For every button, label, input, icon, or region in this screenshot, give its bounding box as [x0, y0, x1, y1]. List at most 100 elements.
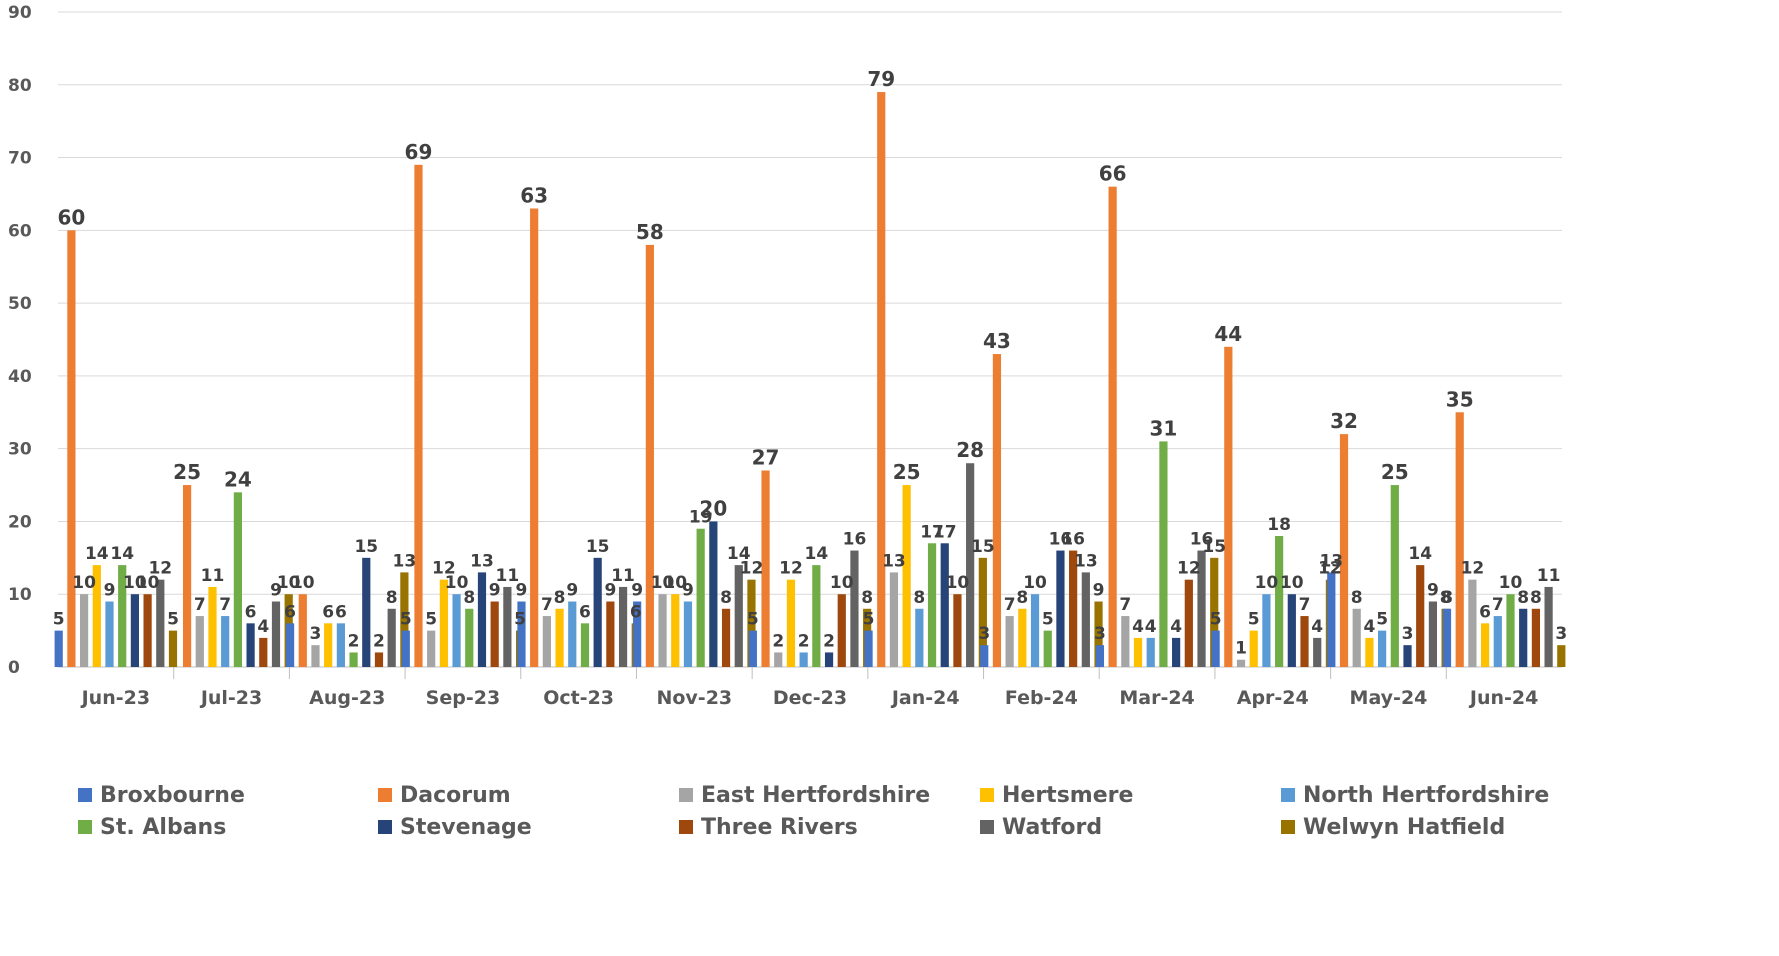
x-tick-label: Feb-24 — [1005, 687, 1078, 709]
bar — [490, 601, 499, 667]
bar — [233, 492, 242, 667]
bar — [1146, 637, 1155, 667]
bar — [980, 645, 989, 667]
bar — [374, 652, 384, 667]
bar — [1095, 645, 1105, 667]
bar — [889, 572, 899, 667]
data-label: 10 — [1255, 573, 1279, 593]
legend-swatch — [1281, 788, 1295, 802]
data-label: 4 — [257, 617, 269, 637]
bar — [1481, 623, 1490, 667]
bar — [1519, 608, 1528, 667]
data-label: 7 — [541, 595, 553, 615]
data-label: 13 — [393, 551, 417, 571]
data-label: 4 — [1170, 617, 1182, 637]
data-label: 3 — [310, 624, 322, 644]
legend-label: Dacorum — [400, 783, 511, 808]
data-label: 16 — [843, 530, 867, 550]
data-label: 6 — [579, 602, 591, 622]
bar — [568, 601, 577, 667]
bar — [1030, 594, 1040, 667]
bar — [1275, 536, 1284, 667]
legend-label: Broxbourne — [100, 783, 245, 808]
data-label: 8 — [1530, 588, 1542, 608]
data-label: 15 — [586, 537, 610, 557]
bar — [1352, 608, 1361, 667]
data-label: 12 — [1177, 559, 1201, 579]
bar — [1428, 601, 1438, 667]
data-label: 10 — [1023, 573, 1047, 593]
legend: Broxbourne Dacorum East Hertfordshire Herts… — [78, 783, 1549, 840]
bar — [927, 543, 937, 667]
data-label: 13 — [1319, 551, 1343, 571]
bar — [311, 645, 320, 667]
bar — [387, 608, 396, 667]
bar — [1043, 630, 1052, 667]
bar — [774, 652, 783, 667]
data-label: 17 — [920, 522, 944, 542]
data-label: 14 — [1408, 544, 1432, 564]
y-axis-ticks: 0 10 20 30 40 50 60 70 80 90 — [8, 3, 32, 678]
data-label: 16 — [1049, 530, 1073, 550]
y-tick-label: 0 — [8, 658, 20, 678]
data-label: 16 — [1190, 530, 1214, 550]
bar — [1365, 637, 1374, 667]
y-tick-label: 10 — [8, 585, 32, 605]
bar — [427, 630, 436, 667]
data-label: 7 — [219, 595, 231, 615]
x-tick-label: Dec-23 — [773, 687, 847, 709]
bar — [580, 623, 590, 667]
bar — [1327, 572, 1336, 667]
x-tick-label: Oct-23 — [543, 687, 614, 709]
y-tick-label: 60 — [8, 221, 32, 241]
data-label: 11 — [201, 566, 225, 586]
bar — [465, 608, 474, 667]
bar — [1018, 608, 1027, 667]
data-label: 13 — [1074, 551, 1098, 571]
legend-label: Three Rivers — [701, 815, 858, 840]
legend-label: Watford — [1002, 815, 1102, 840]
x-tick-label: Jan-24 — [890, 687, 960, 709]
data-label: 10 — [1499, 573, 1523, 593]
data-label: 8 — [913, 588, 925, 608]
data-label: 5 — [747, 610, 759, 630]
bar — [1262, 594, 1271, 667]
data-label: 14 — [85, 544, 109, 564]
data-label: 7 — [194, 595, 206, 615]
data-label: 5 — [863, 610, 875, 630]
data-label: 31 — [1150, 416, 1178, 440]
data-label: 12 — [148, 559, 172, 579]
data-label: 2 — [373, 631, 385, 651]
bar — [747, 579, 756, 667]
bar — [1442, 608, 1452, 667]
data-label: 9 — [1427, 581, 1439, 601]
data-label: 9 — [104, 581, 116, 601]
legend-swatch — [679, 820, 693, 834]
data-label: 44 — [1214, 322, 1242, 346]
bar — [1005, 616, 1014, 667]
bars — [54, 92, 1566, 668]
bar — [1557, 645, 1566, 667]
x-tick-label: Apr-24 — [1237, 687, 1309, 709]
data-label: 3 — [1555, 624, 1567, 644]
y-tick-label: 40 — [8, 367, 32, 387]
bar — [530, 208, 539, 667]
data-label: 2 — [798, 631, 810, 651]
data-label: 14 — [805, 544, 829, 564]
x-axis-categories: Jun-23 Jul-23 Aug-23 Sep-23 Oct-23 Nov-23 Dec-… — [80, 667, 1538, 709]
bar — [439, 579, 448, 667]
data-label: 10 — [445, 573, 469, 593]
bar — [812, 565, 821, 667]
data-label: 8 — [463, 588, 475, 608]
data-label: 25 — [893, 460, 921, 484]
data-label: 8 — [1016, 588, 1028, 608]
bar — [324, 623, 333, 667]
legend-swatch — [78, 788, 92, 802]
bar — [336, 623, 345, 667]
data-label: 15 — [354, 537, 378, 557]
data-label: 9 — [604, 581, 616, 601]
data-label: 8 — [386, 588, 398, 608]
bar — [1094, 601, 1103, 667]
x-tick-label: Mar-24 — [1119, 687, 1194, 709]
